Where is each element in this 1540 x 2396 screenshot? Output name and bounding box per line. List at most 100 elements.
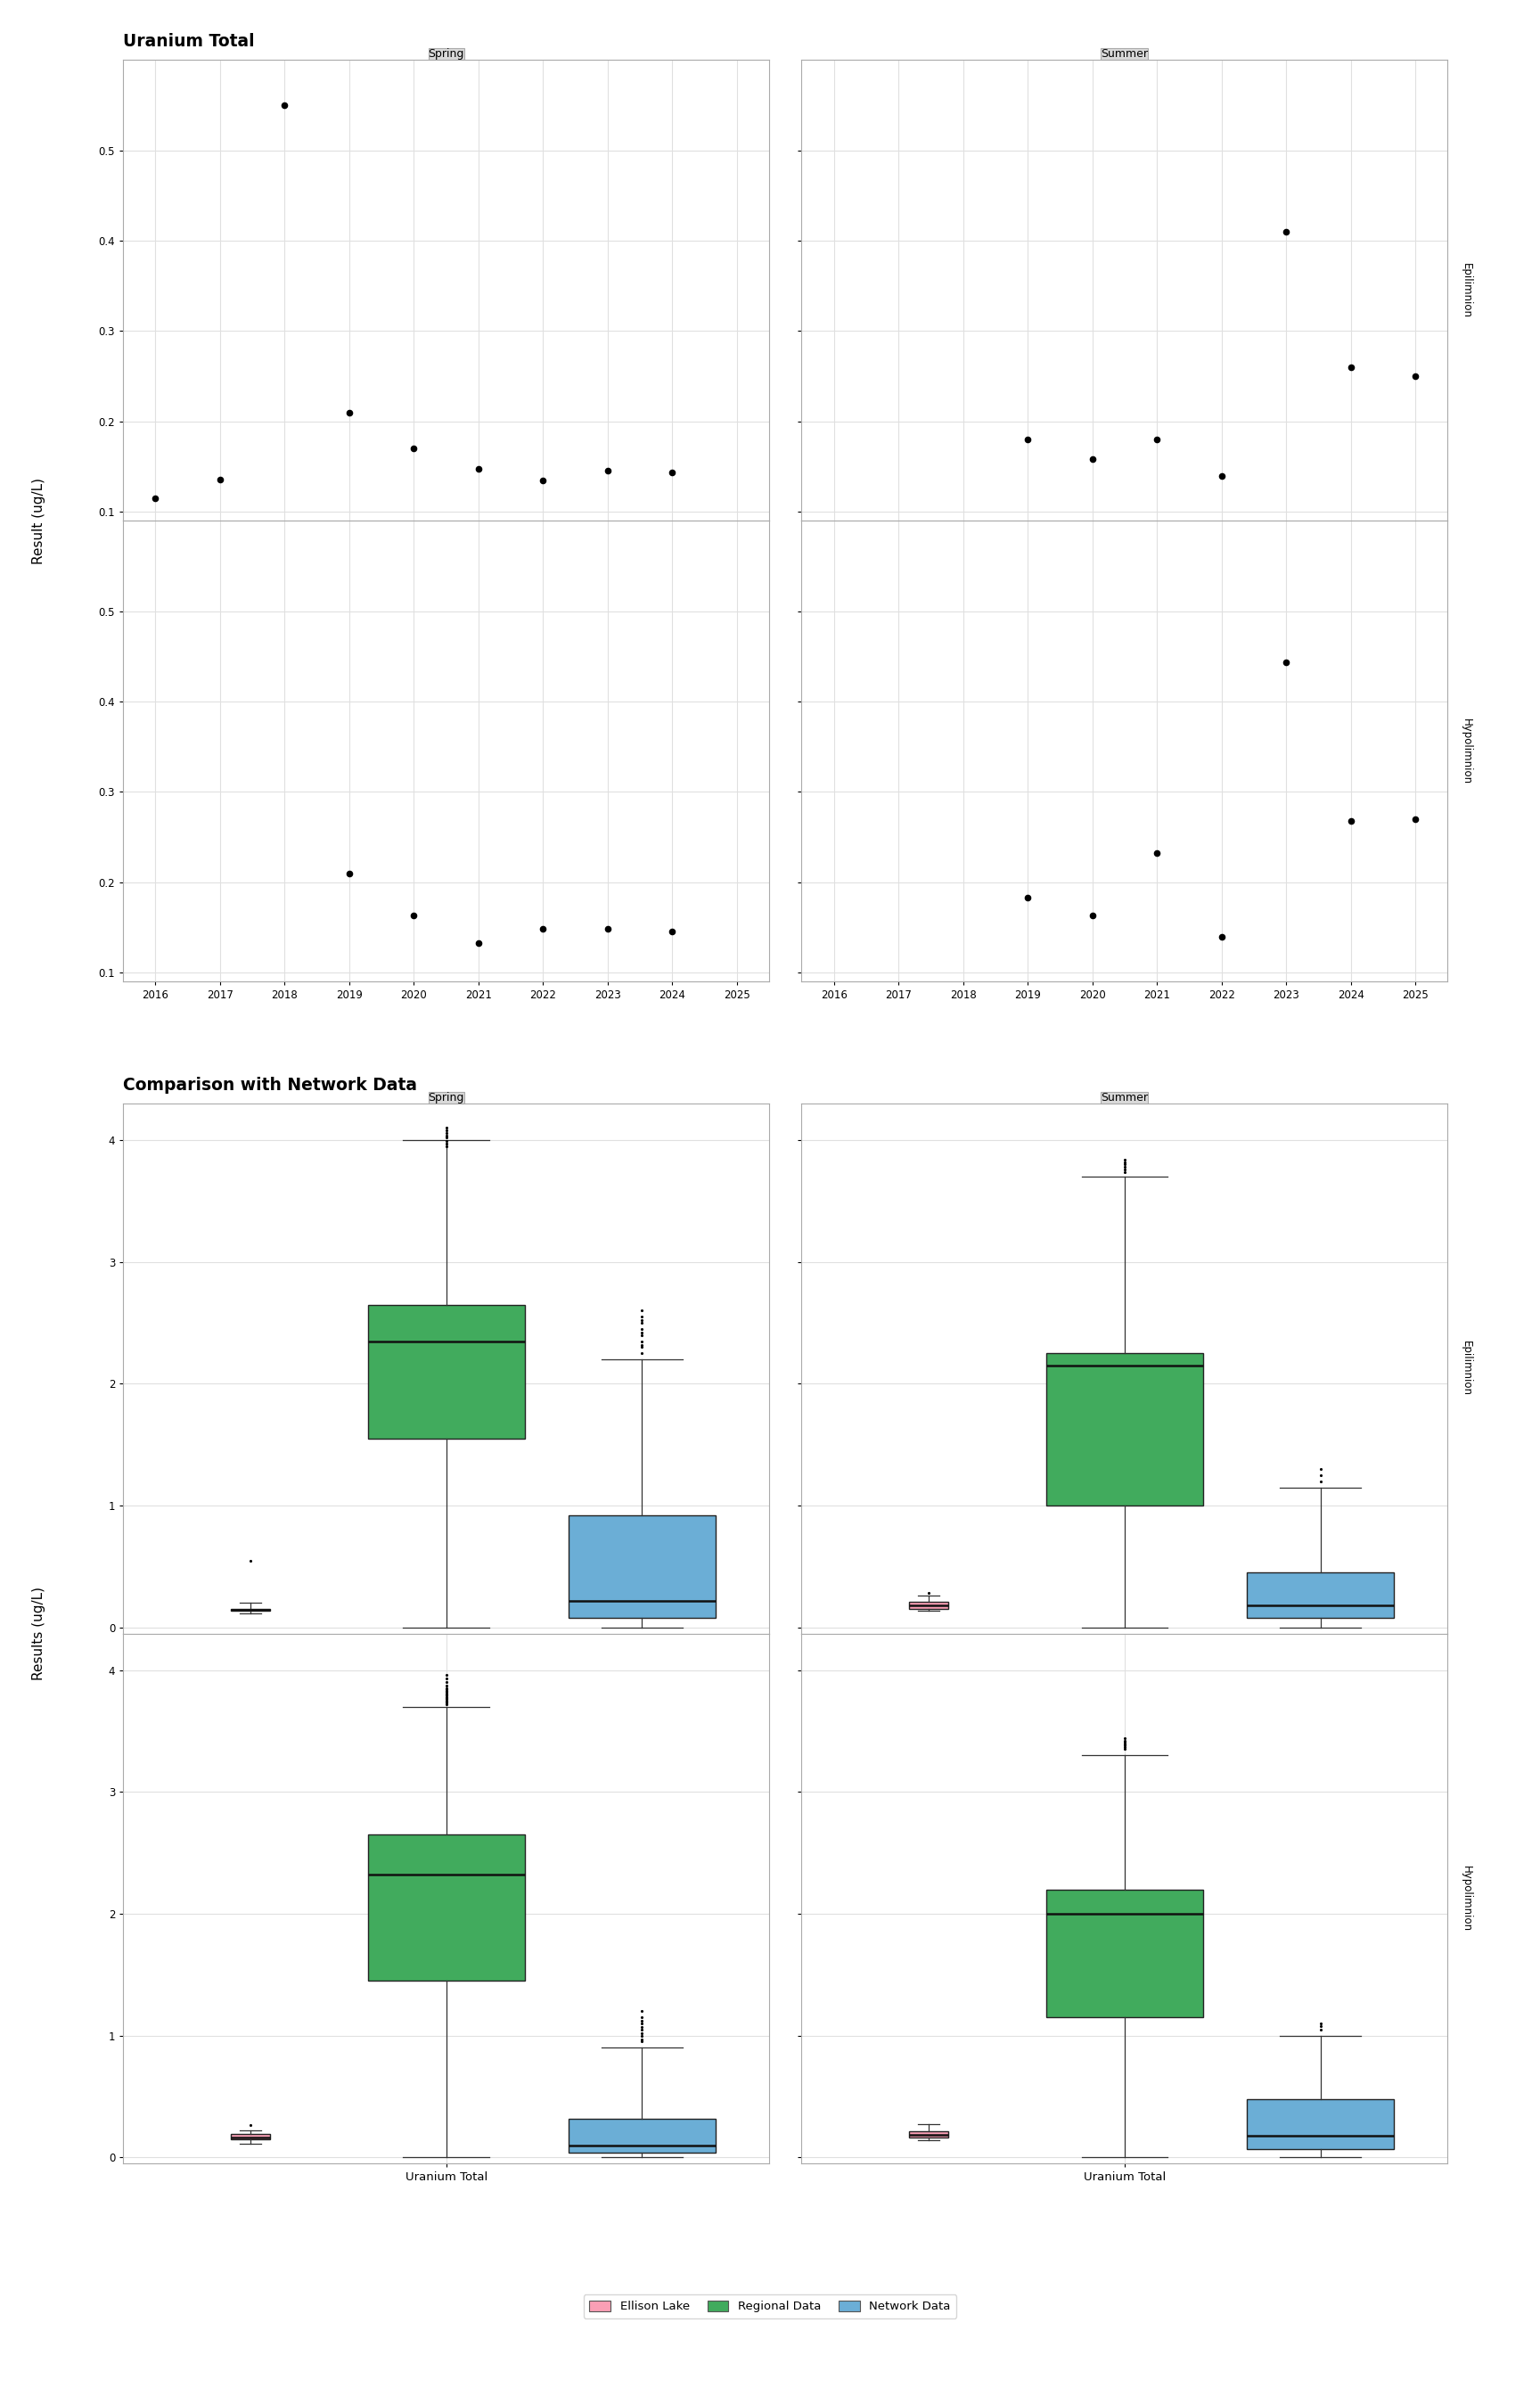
Point	[434, 1114, 459, 1152]
Point	[1112, 1725, 1137, 1763]
Point	[1307, 1457, 1332, 1495]
Point	[434, 1656, 459, 1694]
Point	[1144, 834, 1169, 872]
Point	[630, 2010, 654, 2049]
Point	[630, 1991, 654, 2029]
Point	[434, 1675, 459, 1713]
Point	[273, 86, 297, 125]
Point	[630, 2003, 654, 2041]
Point	[1112, 1140, 1137, 1179]
Point	[434, 1670, 459, 1708]
Point	[239, 2106, 263, 2144]
Point	[1112, 1718, 1137, 1756]
Point	[434, 1117, 459, 1155]
Point	[434, 1684, 459, 1723]
Point	[434, 1668, 459, 1706]
Point	[1080, 896, 1104, 934]
Point	[1209, 918, 1234, 956]
Point	[1307, 2003, 1332, 2041]
Point	[208, 460, 233, 498]
Point	[630, 1303, 654, 1342]
Point	[1112, 1723, 1137, 1761]
Point	[1015, 879, 1040, 918]
Point	[434, 1660, 459, 1699]
Point	[434, 1124, 459, 1162]
Point	[630, 1301, 654, 1339]
Point	[337, 393, 362, 431]
Point	[531, 460, 556, 498]
Text: Epilimnion: Epilimnion	[1460, 1342, 1472, 1397]
Bar	[1247, 2099, 1394, 2149]
Point	[467, 922, 491, 961]
Bar	[368, 1835, 525, 1981]
Text: Uranium Total: Uranium Total	[123, 34, 254, 50]
Point	[434, 1682, 459, 1720]
Point	[630, 1335, 654, 1373]
Point	[1403, 357, 1428, 395]
Point	[630, 2022, 654, 2061]
Point	[1144, 419, 1169, 458]
Point	[1307, 2010, 1332, 2049]
Point	[1403, 800, 1428, 839]
Bar	[231, 1608, 270, 1610]
Point	[434, 1670, 459, 1708]
Point	[630, 1998, 654, 2037]
Point	[661, 913, 685, 951]
Point	[1112, 1723, 1137, 1761]
Point	[630, 1323, 654, 1361]
Point	[434, 1121, 459, 1160]
Bar	[1046, 1354, 1203, 1505]
Point	[1112, 1728, 1137, 1766]
Point	[596, 453, 621, 491]
Point	[1209, 455, 1234, 494]
Point	[434, 1112, 459, 1150]
Text: Comparison with Network Data: Comparison with Network Data	[123, 1078, 417, 1095]
Point	[1307, 2005, 1332, 2044]
Point	[630, 2015, 654, 2053]
Bar	[231, 2135, 270, 2140]
Point	[1112, 1150, 1137, 1188]
Point	[630, 1291, 654, 1330]
Point	[1307, 1450, 1332, 1488]
Point	[916, 1574, 941, 1613]
Point	[1112, 1148, 1137, 1186]
Point	[1015, 419, 1040, 458]
Text: Epilimnion: Epilimnion	[1460, 264, 1472, 319]
Point	[143, 479, 168, 518]
Text: Spring: Spring	[428, 1093, 464, 1105]
Text: Result (ug/L): Result (ug/L)	[32, 477, 45, 563]
Bar	[568, 1514, 716, 1617]
Point	[630, 1313, 654, 1351]
Point	[1112, 1730, 1137, 1768]
Point	[630, 1315, 654, 1354]
Bar	[568, 2118, 716, 2152]
Text: Summer: Summer	[1101, 1093, 1149, 1105]
Point	[434, 1680, 459, 1718]
Point	[434, 1675, 459, 1713]
Bar	[368, 1303, 525, 1438]
Point	[630, 1325, 654, 1363]
Point	[630, 1327, 654, 1366]
Bar	[1046, 1890, 1203, 2017]
Point	[434, 1672, 459, 1711]
Point	[1338, 347, 1363, 386]
Point	[630, 1299, 654, 1337]
Point	[1112, 1145, 1137, 1184]
Point	[434, 1682, 459, 1720]
Point	[402, 429, 427, 467]
Text: Hypolimnion: Hypolimnion	[1460, 719, 1472, 783]
Point	[1307, 1462, 1332, 1500]
Point	[630, 2008, 654, 2046]
Text: Spring: Spring	[428, 48, 464, 60]
Point	[630, 1311, 654, 1349]
Point	[630, 2020, 654, 2058]
Point	[661, 453, 685, 491]
Point	[434, 1680, 459, 1718]
Point	[1112, 1152, 1137, 1191]
Bar	[1247, 1572, 1394, 1617]
Bar	[909, 1603, 949, 1608]
Point	[1112, 1143, 1137, 1181]
Point	[239, 1541, 263, 1579]
Text: Hypolimnion: Hypolimnion	[1460, 1866, 1472, 1931]
Point	[630, 2001, 654, 2039]
